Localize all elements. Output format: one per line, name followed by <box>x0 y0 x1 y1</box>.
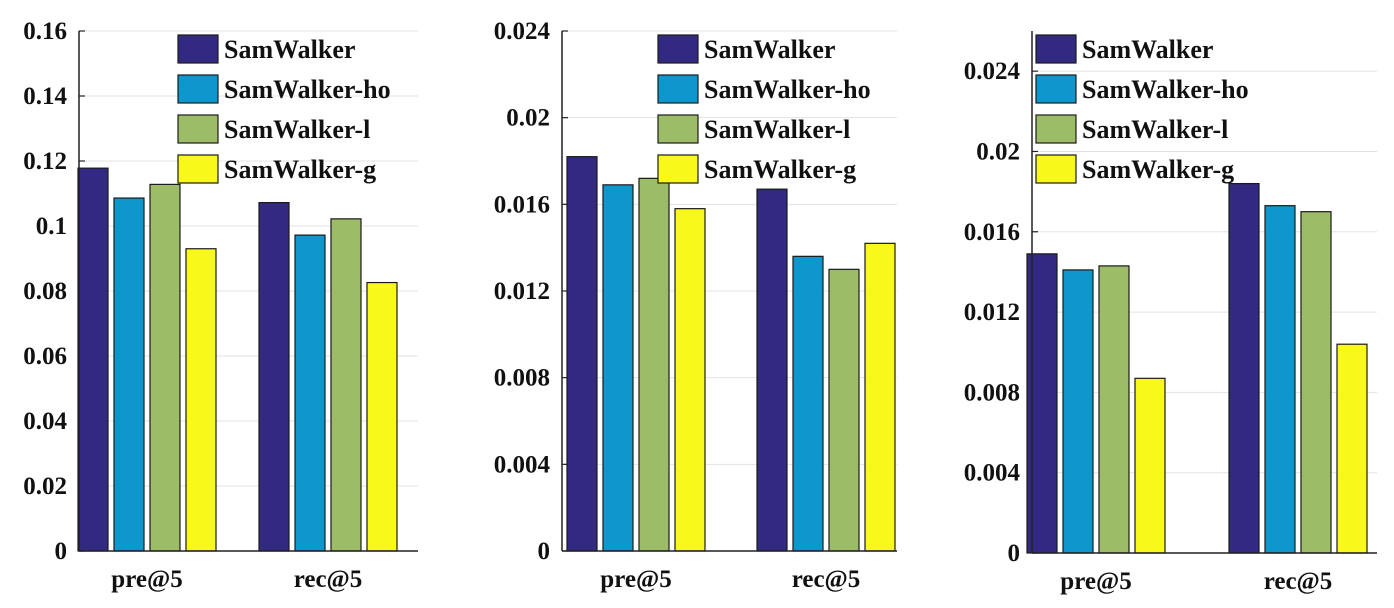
y-tick-label: 0.02 <box>506 105 550 132</box>
legend-label: SamWalker-ho <box>1082 75 1249 104</box>
legend: SamWalker SamWalker-ho SamWalker-l SamWalke… <box>657 34 871 184</box>
y-tick-label: 0.1 <box>36 213 67 240</box>
bar-rec-at-5-samwalker-l <box>1300 211 1332 554</box>
y-tick-label: 0 <box>55 538 68 565</box>
bar-pre-at-5-samwalker-g <box>185 248 217 552</box>
y-tick-label: 0.008 <box>964 379 1020 406</box>
bar-rec-at-5-samwalker-g <box>1336 343 1368 554</box>
y-tick-label: 0.008 <box>494 365 550 392</box>
chart-panel-3: 0 0.004 0.008 0.012 0.016 0.02 0.024 pre@5 rec@5… <box>964 31 1377 595</box>
bar-pre-at-5-samwalker-ho <box>1062 269 1094 554</box>
y-tick-label: 0.02 <box>23 473 67 500</box>
y-tick-label: 0.16 <box>23 18 67 45</box>
legend-swatch <box>657 74 699 104</box>
y-tick-label: 0.08 <box>23 278 67 305</box>
legend-swatch <box>177 74 219 104</box>
y-tick-label: 0.004 <box>494 451 551 478</box>
legend-swatch <box>657 154 699 184</box>
bar-pre-at-5-samwalker-l <box>149 183 181 552</box>
legend: SamWalker SamWalker-ho SamWalker-l SamWalke… <box>177 34 391 184</box>
x-category-label: pre@5 <box>1060 568 1131 595</box>
y-tick-label: 0.012 <box>494 278 550 305</box>
bar-rec-at-5-samwalker <box>258 202 290 552</box>
x-category-label: pre@5 <box>600 566 671 593</box>
bar-rec-at-5-samwalker-ho <box>792 255 824 552</box>
y-tick-label: 0.004 <box>964 460 1021 487</box>
x-category-label: pre@5 <box>111 566 182 593</box>
y-tick-label: 0.14 <box>23 83 67 110</box>
y-tick-label: 0.12 <box>23 148 67 175</box>
legend-label: SamWalker-l <box>224 115 370 144</box>
legend-swatch <box>657 34 699 64</box>
bar-pre-at-5-samwalker-g <box>1134 377 1166 554</box>
legend-label: SamWalker <box>224 35 355 64</box>
legend-swatch <box>657 114 699 144</box>
bar-rec-at-5-samwalker-g <box>366 281 398 552</box>
bar-pre-at-5-samwalker-ho <box>602 184 634 552</box>
legend-label: SamWalker-l <box>1082 115 1228 144</box>
legend-swatch <box>177 34 219 64</box>
bar-pre-at-5-samwalker-g <box>674 208 706 552</box>
legend-label: SamWalker-g <box>1082 155 1234 184</box>
y-tick-label: 0.016 <box>494 191 550 218</box>
y-tick-label: 0.06 <box>23 343 67 370</box>
legend-swatch <box>177 114 219 144</box>
legend-label: SamWalker-g <box>224 155 376 184</box>
bar-pre-at-5-samwalker <box>566 156 598 552</box>
chart-panel-2: 0 0.004 0.008 0.012 0.016 0.02 0.024 pre@5 rec@5… <box>494 18 897 593</box>
legend-label: SamWalker-ho <box>224 75 391 104</box>
x-category-label: rec@5 <box>792 566 861 593</box>
legend-swatch <box>1035 34 1077 64</box>
y-tick-label: 0.012 <box>964 299 1020 326</box>
bar-rec-at-5-samwalker-l <box>330 218 362 552</box>
legend-label: SamWalker-g <box>704 155 856 184</box>
bar-rec-at-5-samwalker-g <box>864 242 896 552</box>
bar-pre-at-5-samwalker-ho <box>113 197 145 552</box>
legend-swatch <box>1035 74 1077 104</box>
y-tick-label: 0.02 <box>976 138 1020 165</box>
bar-pre-at-5-samwalker-l <box>638 177 670 552</box>
bar-pre-at-5-samwalker <box>77 167 109 552</box>
bar-pre-at-5-samwalker-l <box>1098 265 1130 554</box>
legend-swatch <box>1035 154 1077 184</box>
legend-label: SamWalker <box>1082 35 1213 64</box>
legend-swatch <box>177 154 219 184</box>
bar-rec-at-5-samwalker-ho <box>1264 205 1296 554</box>
legend-label: SamWalker-ho <box>704 75 871 104</box>
y-tick-label: 0.016 <box>964 219 1020 246</box>
bar-rec-at-5-samwalker-ho <box>294 234 326 552</box>
bar-rec-at-5-samwalker <box>756 188 788 552</box>
bar-rec-at-5-samwalker <box>1228 182 1260 554</box>
legend-label: SamWalker-l <box>704 115 850 144</box>
y-tick-label: 0 <box>538 538 551 565</box>
x-category-label: rec@5 <box>294 566 363 593</box>
bar-rec-at-5-samwalker-l <box>828 268 860 552</box>
y-tick-label: 0.024 <box>494 18 551 45</box>
y-tick-label: 0.024 <box>964 58 1021 85</box>
y-tick-label: 0 <box>1008 540 1021 567</box>
legend-label: SamWalker <box>704 35 835 64</box>
x-category-label: rec@5 <box>1264 568 1333 595</box>
legend-swatch <box>1035 114 1077 144</box>
legend: SamWalker SamWalker-ho SamWalker-l SamWalke… <box>1035 34 1249 184</box>
chart-panel-1: 0 0.02 0.04 0.06 0.08 0.1 0.12 0.14 0.16 pre@5 rec… <box>23 18 418 593</box>
y-tick-label: 0.04 <box>23 408 67 435</box>
